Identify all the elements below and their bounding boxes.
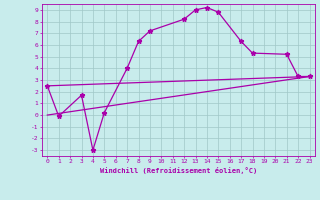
X-axis label: Windchill (Refroidissement éolien,°C): Windchill (Refroidissement éolien,°C) xyxy=(100,167,257,174)
